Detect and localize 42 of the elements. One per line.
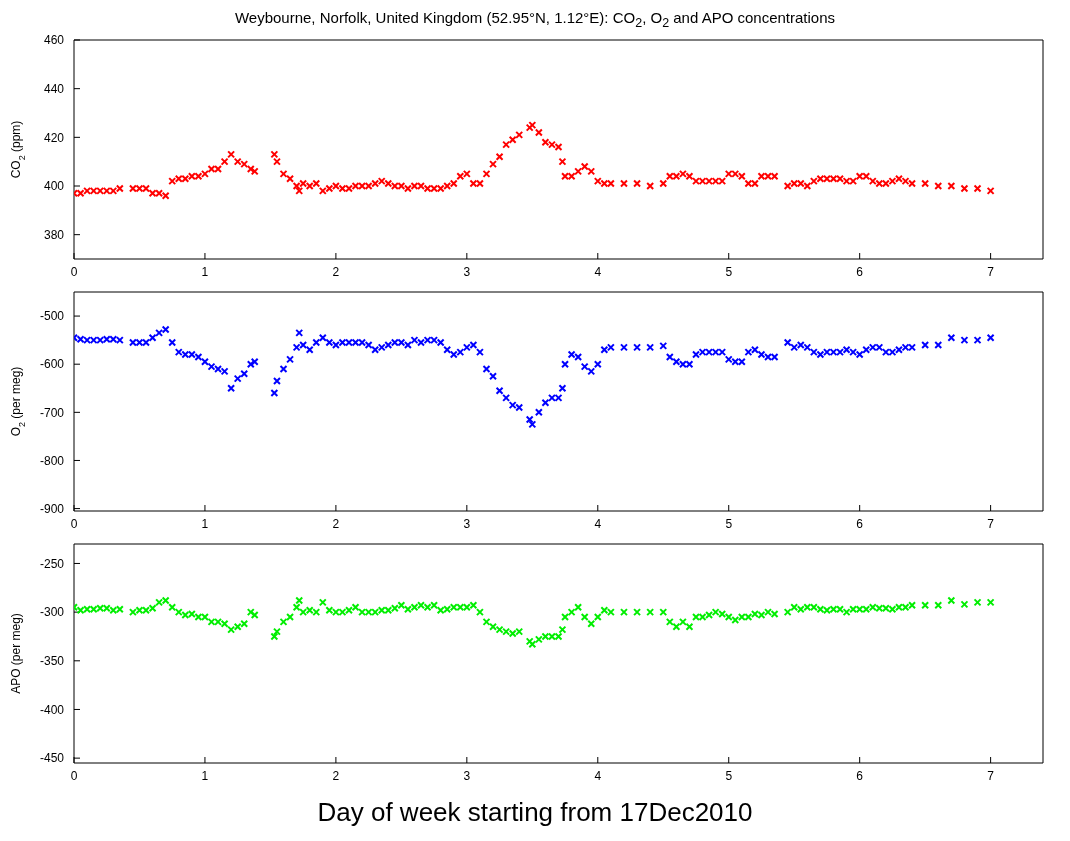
- y-tick-label: 440: [43, 81, 65, 96]
- x-tick-label: 4: [594, 264, 602, 279]
- y-tick-label: -800: [39, 453, 65, 468]
- y-tick-label: 380: [43, 227, 65, 242]
- x-tick-label: 5: [725, 768, 733, 783]
- y-tick-label: -350: [39, 654, 65, 669]
- x-tick-label: 0: [70, 516, 78, 531]
- x-tick-label: 6: [856, 516, 864, 531]
- y-tick-label: -400: [39, 702, 65, 717]
- x-tick-label: 6: [856, 264, 864, 279]
- x-tick-label: 3: [463, 516, 471, 531]
- x-axis-title: Day of week starting from 17Dec2010: [316, 796, 754, 829]
- x-tick-label: 2: [332, 516, 340, 531]
- x-tick-label: 7: [987, 516, 995, 531]
- x-tick-label: 2: [332, 264, 340, 279]
- y-tick-label: 400: [43, 179, 65, 194]
- y-tick-label: -450: [39, 751, 65, 766]
- x-tick-label: 0: [70, 768, 78, 783]
- y-tick-label: -900: [39, 501, 65, 516]
- x-tick-label: 1: [201, 516, 209, 531]
- x-tick-label: 5: [725, 516, 733, 531]
- x-tick-label: 7: [987, 264, 995, 279]
- x-tick-label: 2: [332, 768, 340, 783]
- chart-title: Weybourne, Norfolk, United Kingdom (52.95°N, 1.12°E): CO$_{2}$, O$_{2}$ and APO concentrations: [233, 8, 837, 32]
- x-tick-label: 1: [201, 768, 209, 783]
- x-tick-label: 3: [463, 264, 471, 279]
- y-tick-label: -600: [39, 357, 65, 372]
- x-tick-label: 1: [201, 264, 209, 279]
- x-tick-label: 4: [594, 516, 602, 531]
- x-tick-label: 5: [725, 264, 733, 279]
- y-tick-label: 460: [43, 33, 65, 48]
- y-tick-label: -250: [39, 556, 65, 571]
- x-tick-label: 0: [70, 264, 78, 279]
- x-tick-label: 7: [987, 768, 995, 783]
- y-tick-label: -700: [39, 405, 65, 420]
- y-tick-label: -300: [39, 605, 65, 620]
- y-tick-label: -500: [39, 309, 65, 324]
- y-axis-title: APO (per meg): [9, 613, 23, 694]
- x-tick-label: 6: [856, 768, 864, 783]
- x-tick-label: 4: [594, 768, 602, 783]
- x-tick-label: 3: [463, 768, 471, 783]
- y-tick-label: 420: [43, 130, 65, 145]
